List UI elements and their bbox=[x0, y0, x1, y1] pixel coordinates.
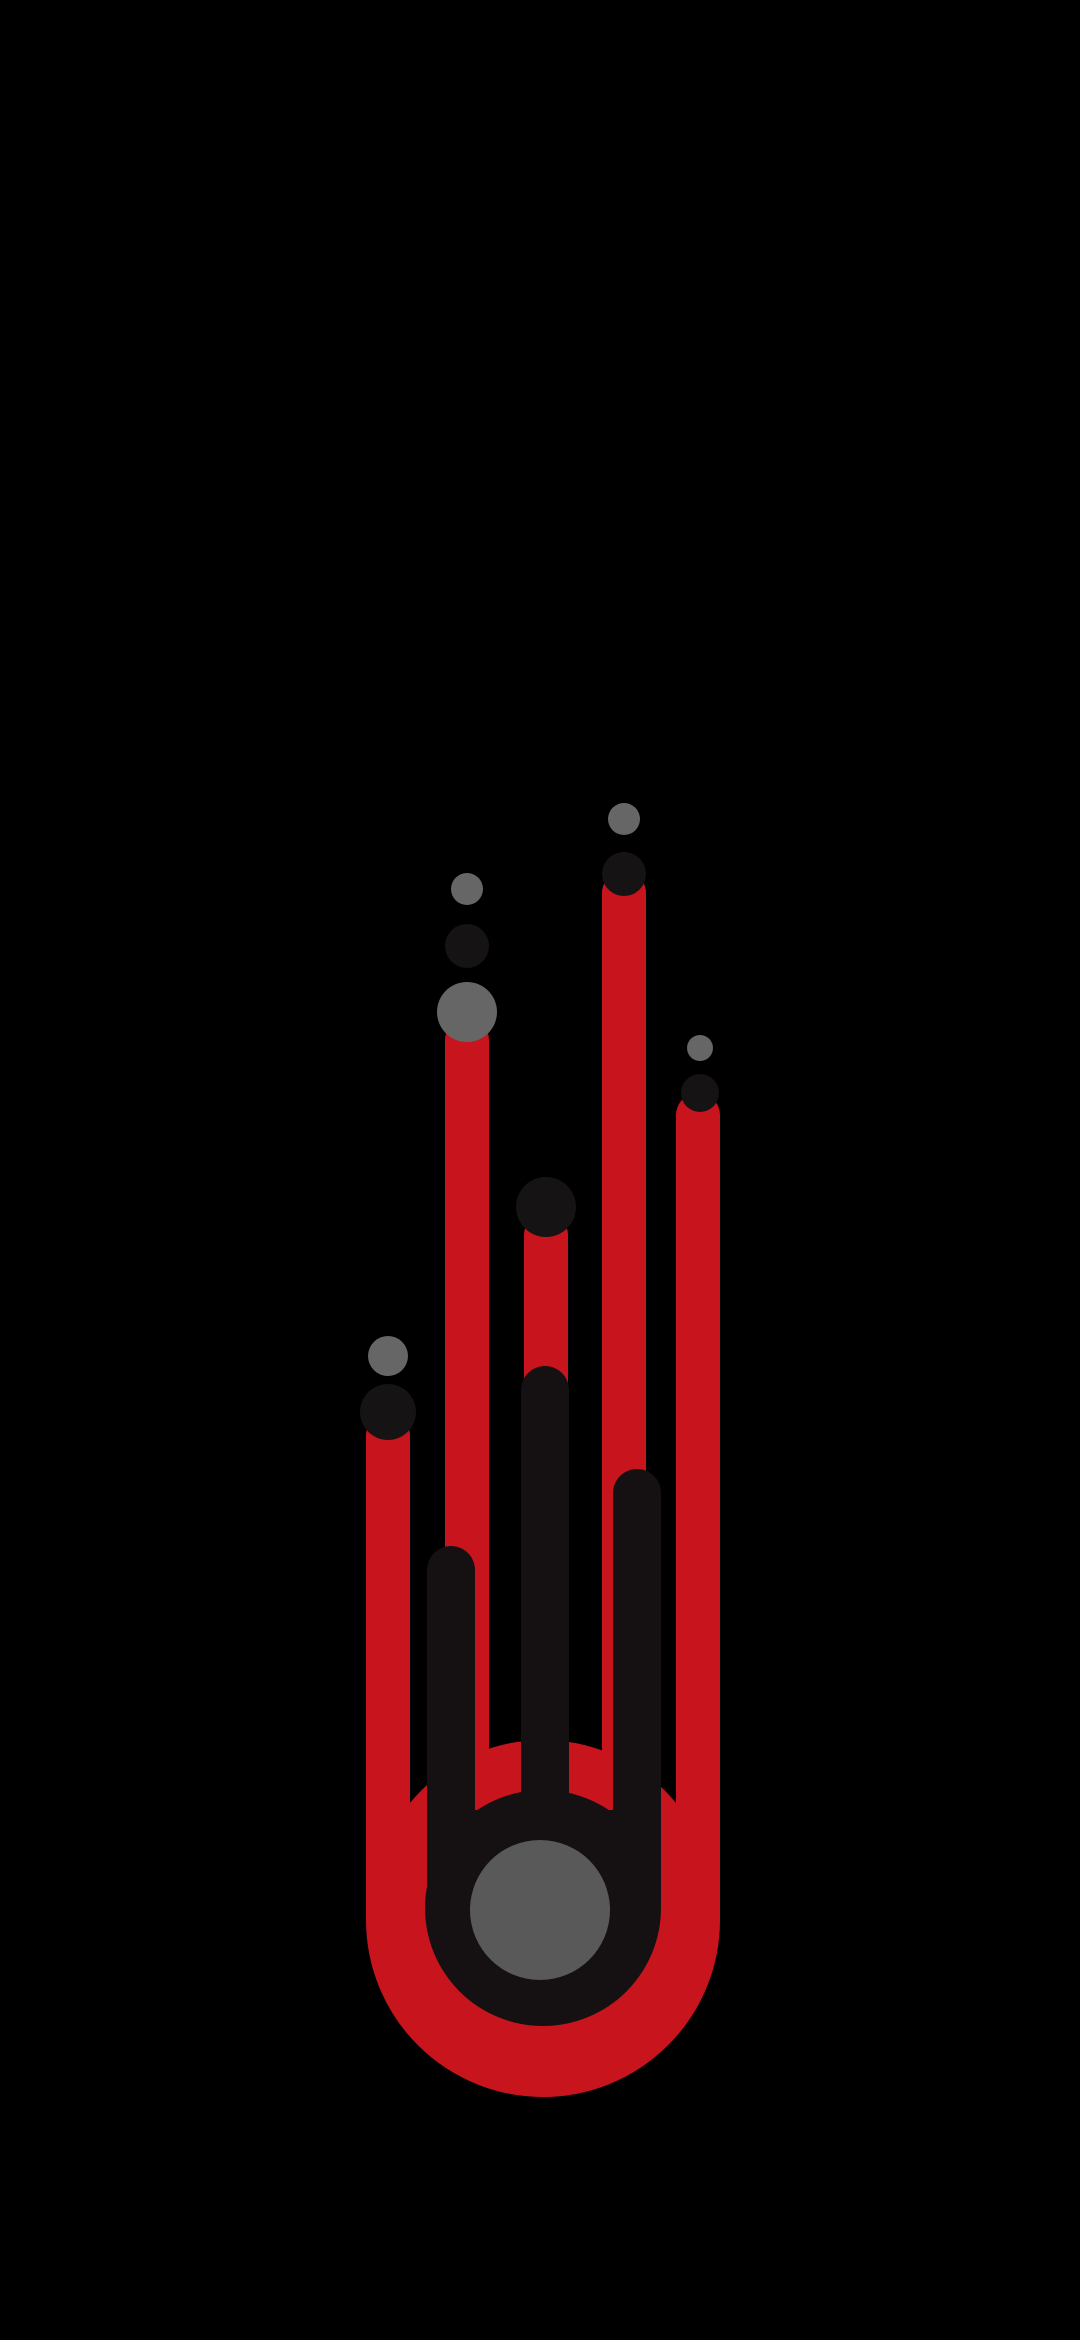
orb-trail1-gray-large bbox=[437, 982, 497, 1042]
orb-trail1-gray-small bbox=[451, 873, 483, 905]
orb-right-dark bbox=[681, 1074, 719, 1112]
orb-left-gray bbox=[368, 1336, 408, 1376]
orb-trail3-dark bbox=[602, 852, 646, 896]
orb-trail3-gray bbox=[608, 803, 640, 835]
orb-right-gray bbox=[687, 1035, 713, 1061]
orb-trail2-dark bbox=[516, 1177, 576, 1237]
comet-nucleus bbox=[470, 1840, 610, 1980]
orb-trail1-dark bbox=[445, 924, 489, 968]
orb-left-dark bbox=[360, 1384, 416, 1440]
